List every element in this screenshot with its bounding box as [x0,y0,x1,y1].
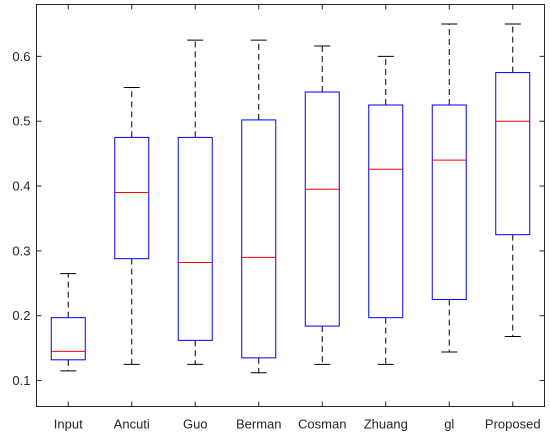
box-group-gl [431,23,467,353]
axes-frame [36,4,545,407]
box-iqr [241,119,277,359]
plot-background [36,4,545,407]
box-iqr [431,104,467,301]
box-group-input [50,273,86,372]
x-tick-label: Zhuang [364,417,408,432]
box-iqr [50,317,86,361]
box-group-berman [241,39,277,374]
box-iqr [114,136,150,260]
x-tick-label: Input [54,417,83,432]
boxes-layer [50,23,531,374]
x-tick-label: Berman [236,417,282,432]
box-group-cosman [304,45,340,365]
x-tick-label: Ancuti [114,417,150,432]
box-iqr [177,136,213,341]
axes-layer: 0.1 0.2 0.3 0.4 0.5 0.6 Input Ancuti Guo Berman Co… [12,4,545,432]
box-group-guo [177,39,213,365]
box-iqr [495,72,531,236]
box-group-proposed [495,23,531,337]
box-group-ancuti [114,86,150,365]
x-tick-label: Guo [183,417,208,432]
box-iqr [304,91,340,327]
y-tick-label: 0.3 [12,243,30,258]
y-tick-label: 0.6 [12,49,30,64]
box-iqr [368,104,404,319]
y-tick-label: 0.4 [12,179,30,194]
y-tick-label: 0.1 [12,373,30,388]
x-tick-label: gl [444,417,454,432]
x-tick-label: Proposed [485,417,541,432]
x-tick-label: Cosman [298,417,346,432]
y-tick-label: 0.2 [12,308,30,323]
box-group-zhuang [368,55,404,365]
y-tick-label: 0.5 [12,114,30,129]
